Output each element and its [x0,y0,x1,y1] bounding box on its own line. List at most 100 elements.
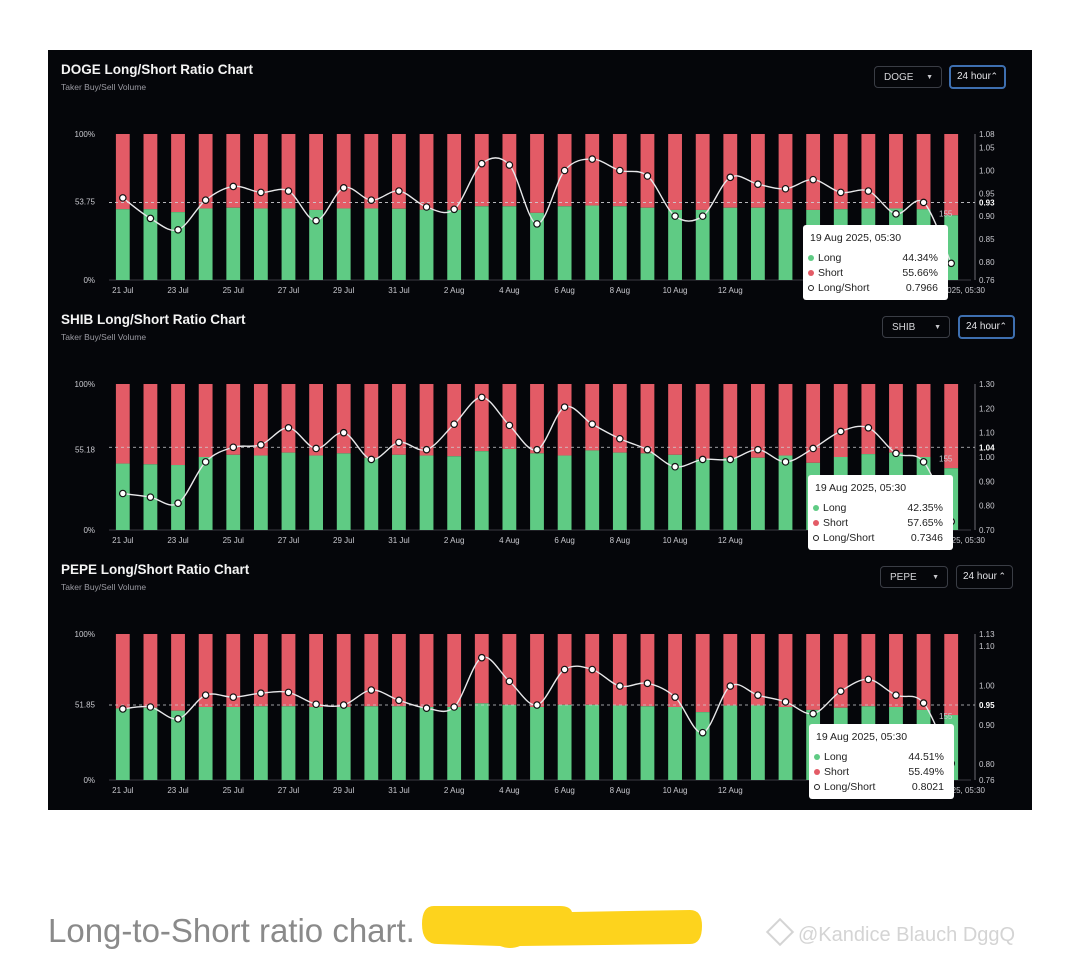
long-bar [751,457,765,530]
short-bar [281,384,296,453]
short-bar [751,134,765,208]
x-tick-label: 12 Aug [718,786,743,795]
short-bar [695,634,710,713]
long-bar [585,205,600,280]
x-tick-label: 21 Jul [112,536,134,545]
ratio-point [174,715,182,723]
short-bar [502,134,517,207]
short-bar [751,634,765,706]
x-tick-label: 4 Aug [499,786,519,795]
y2-tick-label: 1.13 [979,630,995,639]
ratio-point [477,393,486,402]
short-bar [889,634,903,707]
long-bar [364,208,379,280]
y2-tick-label: 1.00 [979,453,995,462]
long-bar [778,455,793,530]
symbol-select[interactable]: SHIB ▼ [882,316,950,338]
ratio-point [477,653,486,662]
short-bar [115,134,130,210]
chevron-up-down-icon: ⌃ [999,321,1007,331]
long-bar [447,209,462,280]
long-bar [695,459,710,530]
ratio-point [367,455,376,464]
short-bar [226,134,241,208]
long-dot-icon [814,754,820,760]
y2-tick-label: 1.00 [979,167,995,176]
ratio-point [229,182,238,191]
long-bar [751,207,765,280]
ratio-point [864,675,873,684]
long-bar [585,450,600,530]
x-tick-label: 29 Jul [333,286,355,295]
long-bar [198,707,213,780]
chevron-down-icon: ▼ [932,574,939,581]
period-select[interactable]: 24 hour ⌃ [956,565,1013,589]
x-tick-label: 4 Aug [499,536,519,545]
y-tick-label: 100% [75,630,95,639]
long-bar [171,465,185,530]
long-bar [253,455,268,530]
long-bar [612,206,627,280]
short-bar [198,134,213,209]
short-bar [336,384,351,454]
long-bar [226,207,241,280]
short-bar [364,134,379,209]
ratio-point [643,172,652,180]
short-bar [861,634,876,707]
ratio-point [726,682,735,690]
ratio-point [616,166,624,175]
ratio-point [229,693,238,701]
period-select-value: 24 hour [957,71,991,82]
ratio-point [698,728,707,737]
y2-tick-label: 1.04 [979,443,995,452]
x-tick-label: 31 Jul [388,786,410,795]
long-bar [474,703,489,780]
ratio-point [698,212,707,220]
short-bar [419,134,434,210]
y2-tick-label: 0.95 [979,701,995,710]
y2-tick-label: 0.93 [979,198,995,207]
long-bar [447,707,462,780]
short-bar [115,634,130,709]
tooltip-ratio-value: 0.7966 [905,282,938,294]
short-bar [861,134,876,209]
y2-tick-label: 1.05 [979,144,995,153]
ratio-point [643,445,652,454]
period-select-value: 24 hour [963,571,997,582]
symbol-select[interactable]: PEPE ▼ [880,566,948,588]
tooltip-short-value: 57.65% [907,517,943,529]
long-bar [474,206,489,280]
short-bar [226,384,241,455]
long-bar [226,454,241,530]
period-select[interactable]: 24 hour ⌃ [958,315,1015,339]
short-bar [833,634,848,708]
long-bar [640,706,655,780]
ratio-point [312,700,320,709]
y-tick-label: 51.85 [75,700,96,709]
ratio-point [533,701,541,709]
short-bar [171,134,185,213]
short-bar [695,134,710,210]
partial-label: 155 [939,454,953,463]
x-tick-label: 10 Aug [663,536,688,545]
ratio-point [919,198,928,207]
period-select[interactable]: 24 hour ⌃ [949,65,1006,89]
symbol-select[interactable]: DOGE ▼ [874,66,942,88]
y2-tick-label: 0.76 [979,276,995,285]
short-bar [668,384,682,455]
short-bar [944,134,959,216]
x-tick-label: 25 Jul [223,536,245,545]
short-bar [695,384,710,460]
short-bar [916,634,931,710]
short-bar [309,134,323,210]
ratio-point [284,187,293,195]
ratio-point [616,434,624,443]
y2-tick-label: 0.95 [979,189,995,198]
watermark: @Kandice Blauch DggQ [765,917,1015,947]
x-tick-label: 10 Aug [663,286,688,295]
tooltip-ratio-label: Long/Short [818,282,870,294]
ratio-point [367,196,376,204]
short-bar [336,634,351,707]
ratio-point [450,205,458,214]
x-tick-label: 12 Aug [718,536,743,545]
